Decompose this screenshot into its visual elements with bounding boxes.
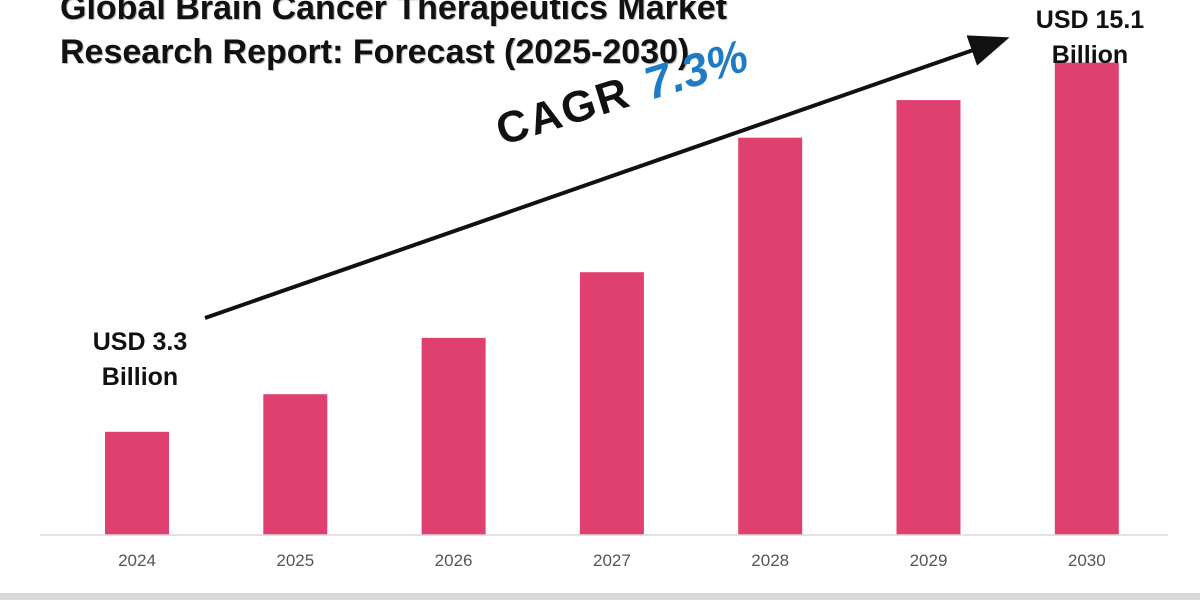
bar-2027 (579, 272, 644, 535)
chart-title: Global Brain Cancer Therapeutics Market … (60, 0, 960, 74)
x-tick-label-2030: 2030 (1068, 551, 1106, 570)
bottom-divider (0, 593, 1200, 600)
end-value-callout: USD 15.1 Billion (1010, 3, 1170, 73)
chart-title-line-2: Research Report: Forecast (2025-2030) (60, 33, 690, 71)
x-tick-label-2029: 2029 (910, 551, 948, 570)
bar-2025 (263, 394, 328, 535)
bar-2026 (421, 337, 486, 535)
x-tick-label-2026: 2026 (435, 551, 473, 570)
end-value-unit: Billion (1051, 41, 1129, 69)
x-tick-label-2027: 2027 (593, 551, 631, 570)
x-tick-labels: 2024 2025 2026 2027 2028 2029 2030 (118, 551, 1106, 570)
bars-group (105, 62, 1119, 535)
x-tick-label-2024: 2024 (118, 551, 156, 570)
start-value-unit: Billion (101, 363, 179, 391)
start-value-amount: USD 3.3 (92, 328, 188, 356)
bar-2030 (1054, 62, 1119, 535)
bar-2028 (738, 137, 803, 535)
start-value-callout: USD 3.3 Billion (60, 325, 220, 395)
growth-arrow (204, 35, 1010, 320)
bar-2024 (105, 431, 169, 535)
chart-title-line-1: Global Brain Cancer Therapeutics Market (60, 0, 727, 27)
bar-2029 (896, 100, 961, 535)
end-value-amount: USD 15.1 (1035, 6, 1145, 34)
x-tick-label-2025: 2025 (276, 551, 314, 570)
x-tick-label-2028: 2028 (751, 551, 789, 570)
